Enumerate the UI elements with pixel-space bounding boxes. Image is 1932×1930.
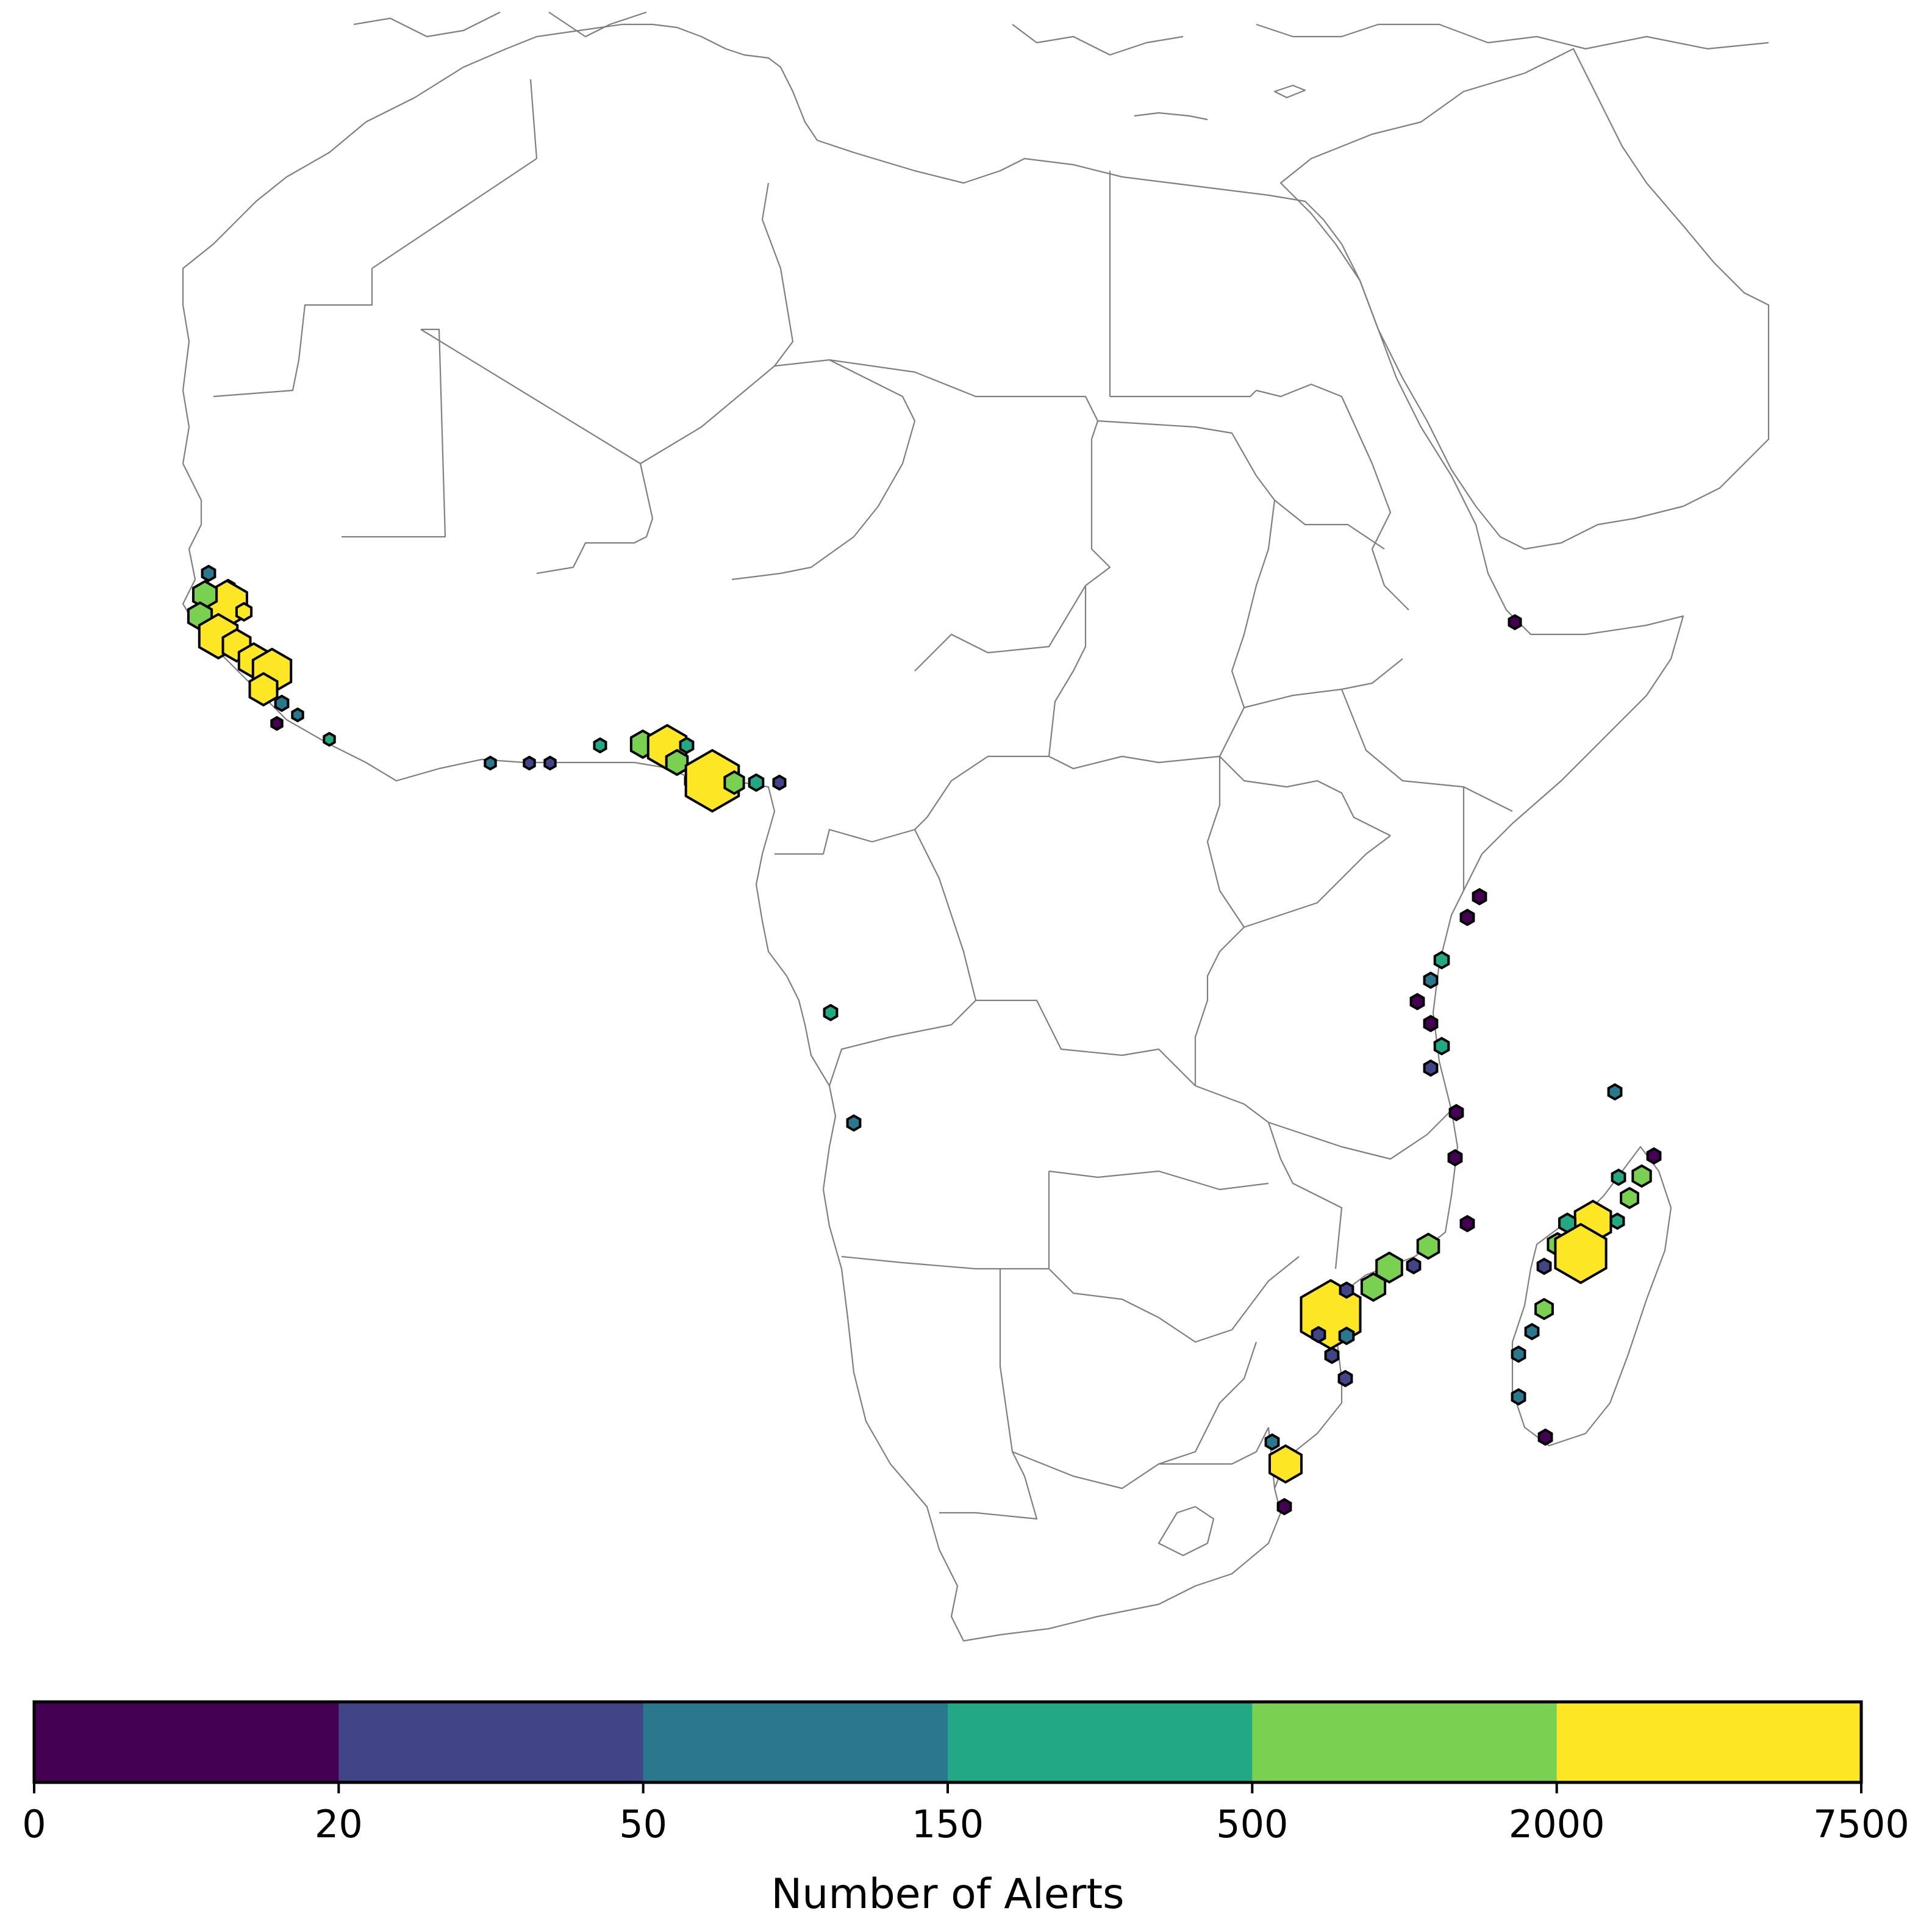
alert-hexbin bbox=[1459, 908, 1475, 927]
europe-fragment-4 bbox=[1256, 23, 1769, 50]
colorbar-bins bbox=[34, 1702, 1862, 1782]
alert-hexbin bbox=[248, 672, 279, 707]
country-borders bbox=[213, 79, 1513, 1557]
alert-hexbin bbox=[1416, 1232, 1440, 1260]
alert-hexbin-layer bbox=[187, 564, 1662, 1516]
alert-hexbin bbox=[684, 748, 740, 813]
alert-hexbin bbox=[1554, 1222, 1608, 1285]
alert-hexbin bbox=[1276, 1498, 1292, 1516]
alert-hexbin bbox=[1631, 1164, 1652, 1188]
alert-hexbin bbox=[1511, 1345, 1526, 1363]
colorbar-tick-label: 7500 bbox=[1813, 1802, 1909, 1846]
alert-hexbin bbox=[291, 707, 304, 723]
alert-hexbin bbox=[1508, 614, 1522, 631]
colorbar-bin-5 bbox=[1556, 1702, 1862, 1782]
alert-hexbin bbox=[1311, 1326, 1326, 1344]
colorbar-bin-1 bbox=[338, 1702, 644, 1782]
colorbar-tick-label: 500 bbox=[1216, 1802, 1288, 1846]
alert-hexbin bbox=[1433, 1036, 1450, 1056]
alert-hexbin bbox=[679, 736, 695, 755]
alert-hexbin bbox=[1337, 1369, 1353, 1388]
alert-hexbin bbox=[1360, 1272, 1387, 1302]
alert-hexbin bbox=[1472, 888, 1487, 906]
alert-hexbin bbox=[543, 755, 557, 771]
colorbar-bin-2 bbox=[643, 1702, 948, 1782]
alert-hexbin bbox=[1620, 1186, 1639, 1210]
alert-hexbin bbox=[1611, 1168, 1626, 1186]
colorbar-tick-label: 2000 bbox=[1509, 1802, 1605, 1846]
alert-hexbin bbox=[593, 737, 607, 754]
colorbar-tick-label: 0 bbox=[22, 1802, 46, 1846]
alert-hexbin bbox=[323, 731, 336, 747]
colorbar-bin-0 bbox=[34, 1702, 339, 1782]
colorbar-title: Number of Alerts bbox=[771, 1870, 1124, 1918]
alert-hexbin bbox=[1375, 1251, 1403, 1284]
alert-hexbin bbox=[748, 773, 765, 792]
europe-fragment-1 bbox=[353, 12, 501, 38]
alert-hexbin bbox=[1534, 1297, 1554, 1321]
colorbar-bin-3 bbox=[948, 1702, 1253, 1782]
alert-hexbin bbox=[1268, 1444, 1303, 1484]
colorbar-tick-label: 20 bbox=[315, 1802, 363, 1846]
cyprus-island bbox=[1273, 84, 1306, 99]
alert-hexbin bbox=[823, 1003, 839, 1022]
africa-basemap bbox=[182, 11, 1770, 1642]
alert-hexbin bbox=[1423, 971, 1439, 989]
alert-hexbin bbox=[665, 748, 689, 777]
alert-hexbin bbox=[274, 694, 290, 712]
alert-hexbin bbox=[1423, 1014, 1439, 1033]
alert-hexbin bbox=[723, 770, 745, 795]
alert-hexbin bbox=[270, 716, 284, 731]
arabia-coastline bbox=[1279, 48, 1770, 550]
alert-hexbin bbox=[1536, 1257, 1552, 1275]
alert-hexbin bbox=[1524, 1322, 1540, 1341]
alert-hexbin bbox=[523, 755, 536, 771]
alert-hexbin bbox=[1646, 1147, 1662, 1165]
crete-island bbox=[1134, 112, 1208, 121]
alert-hexbin bbox=[1406, 1257, 1422, 1275]
alert-hexbin bbox=[1448, 1103, 1464, 1122]
alert-hexbin bbox=[201, 564, 216, 583]
europe-fragment-2 bbox=[548, 11, 647, 38]
africa-coastline bbox=[182, 23, 1684, 1642]
europe-fragment-3 bbox=[1012, 24, 1184, 56]
alert-hexbin bbox=[1324, 1346, 1340, 1365]
alert-hexbin bbox=[1459, 1214, 1475, 1233]
alert-hexbin bbox=[1423, 1059, 1439, 1077]
alert-hexbin bbox=[846, 1114, 862, 1132]
colorbar-tick-label: 50 bbox=[619, 1802, 667, 1846]
alert-hexbin bbox=[1338, 1326, 1355, 1346]
alert-hexbin bbox=[1511, 1388, 1526, 1406]
colorbar-tick-label: 150 bbox=[912, 1802, 984, 1846]
alert-hexbin bbox=[1607, 1083, 1623, 1101]
colorbar-ticks: 0 20 50 150 500 2000 7500 bbox=[22, 1782, 1909, 1846]
alert-hexbin bbox=[235, 601, 253, 622]
alert-count-colorbar: 0 20 50 150 500 2000 7500 Number of Alerts bbox=[22, 1700, 1909, 1918]
alert-hexbin bbox=[1609, 1212, 1625, 1230]
alert-hexbin bbox=[1433, 950, 1450, 970]
alert-hexbin bbox=[484, 755, 497, 771]
alert-hexbin bbox=[1537, 1428, 1553, 1446]
alert-hexbin bbox=[1409, 992, 1425, 1011]
madagascar-coastline bbox=[1511, 1146, 1672, 1447]
alert-hexbin bbox=[1339, 1281, 1354, 1299]
alert-hexbin bbox=[772, 774, 787, 791]
colorbar-bin-4 bbox=[1252, 1702, 1558, 1782]
alert-hexbin bbox=[1447, 1149, 1463, 1167]
alert-hexbin bbox=[1264, 1433, 1280, 1451]
